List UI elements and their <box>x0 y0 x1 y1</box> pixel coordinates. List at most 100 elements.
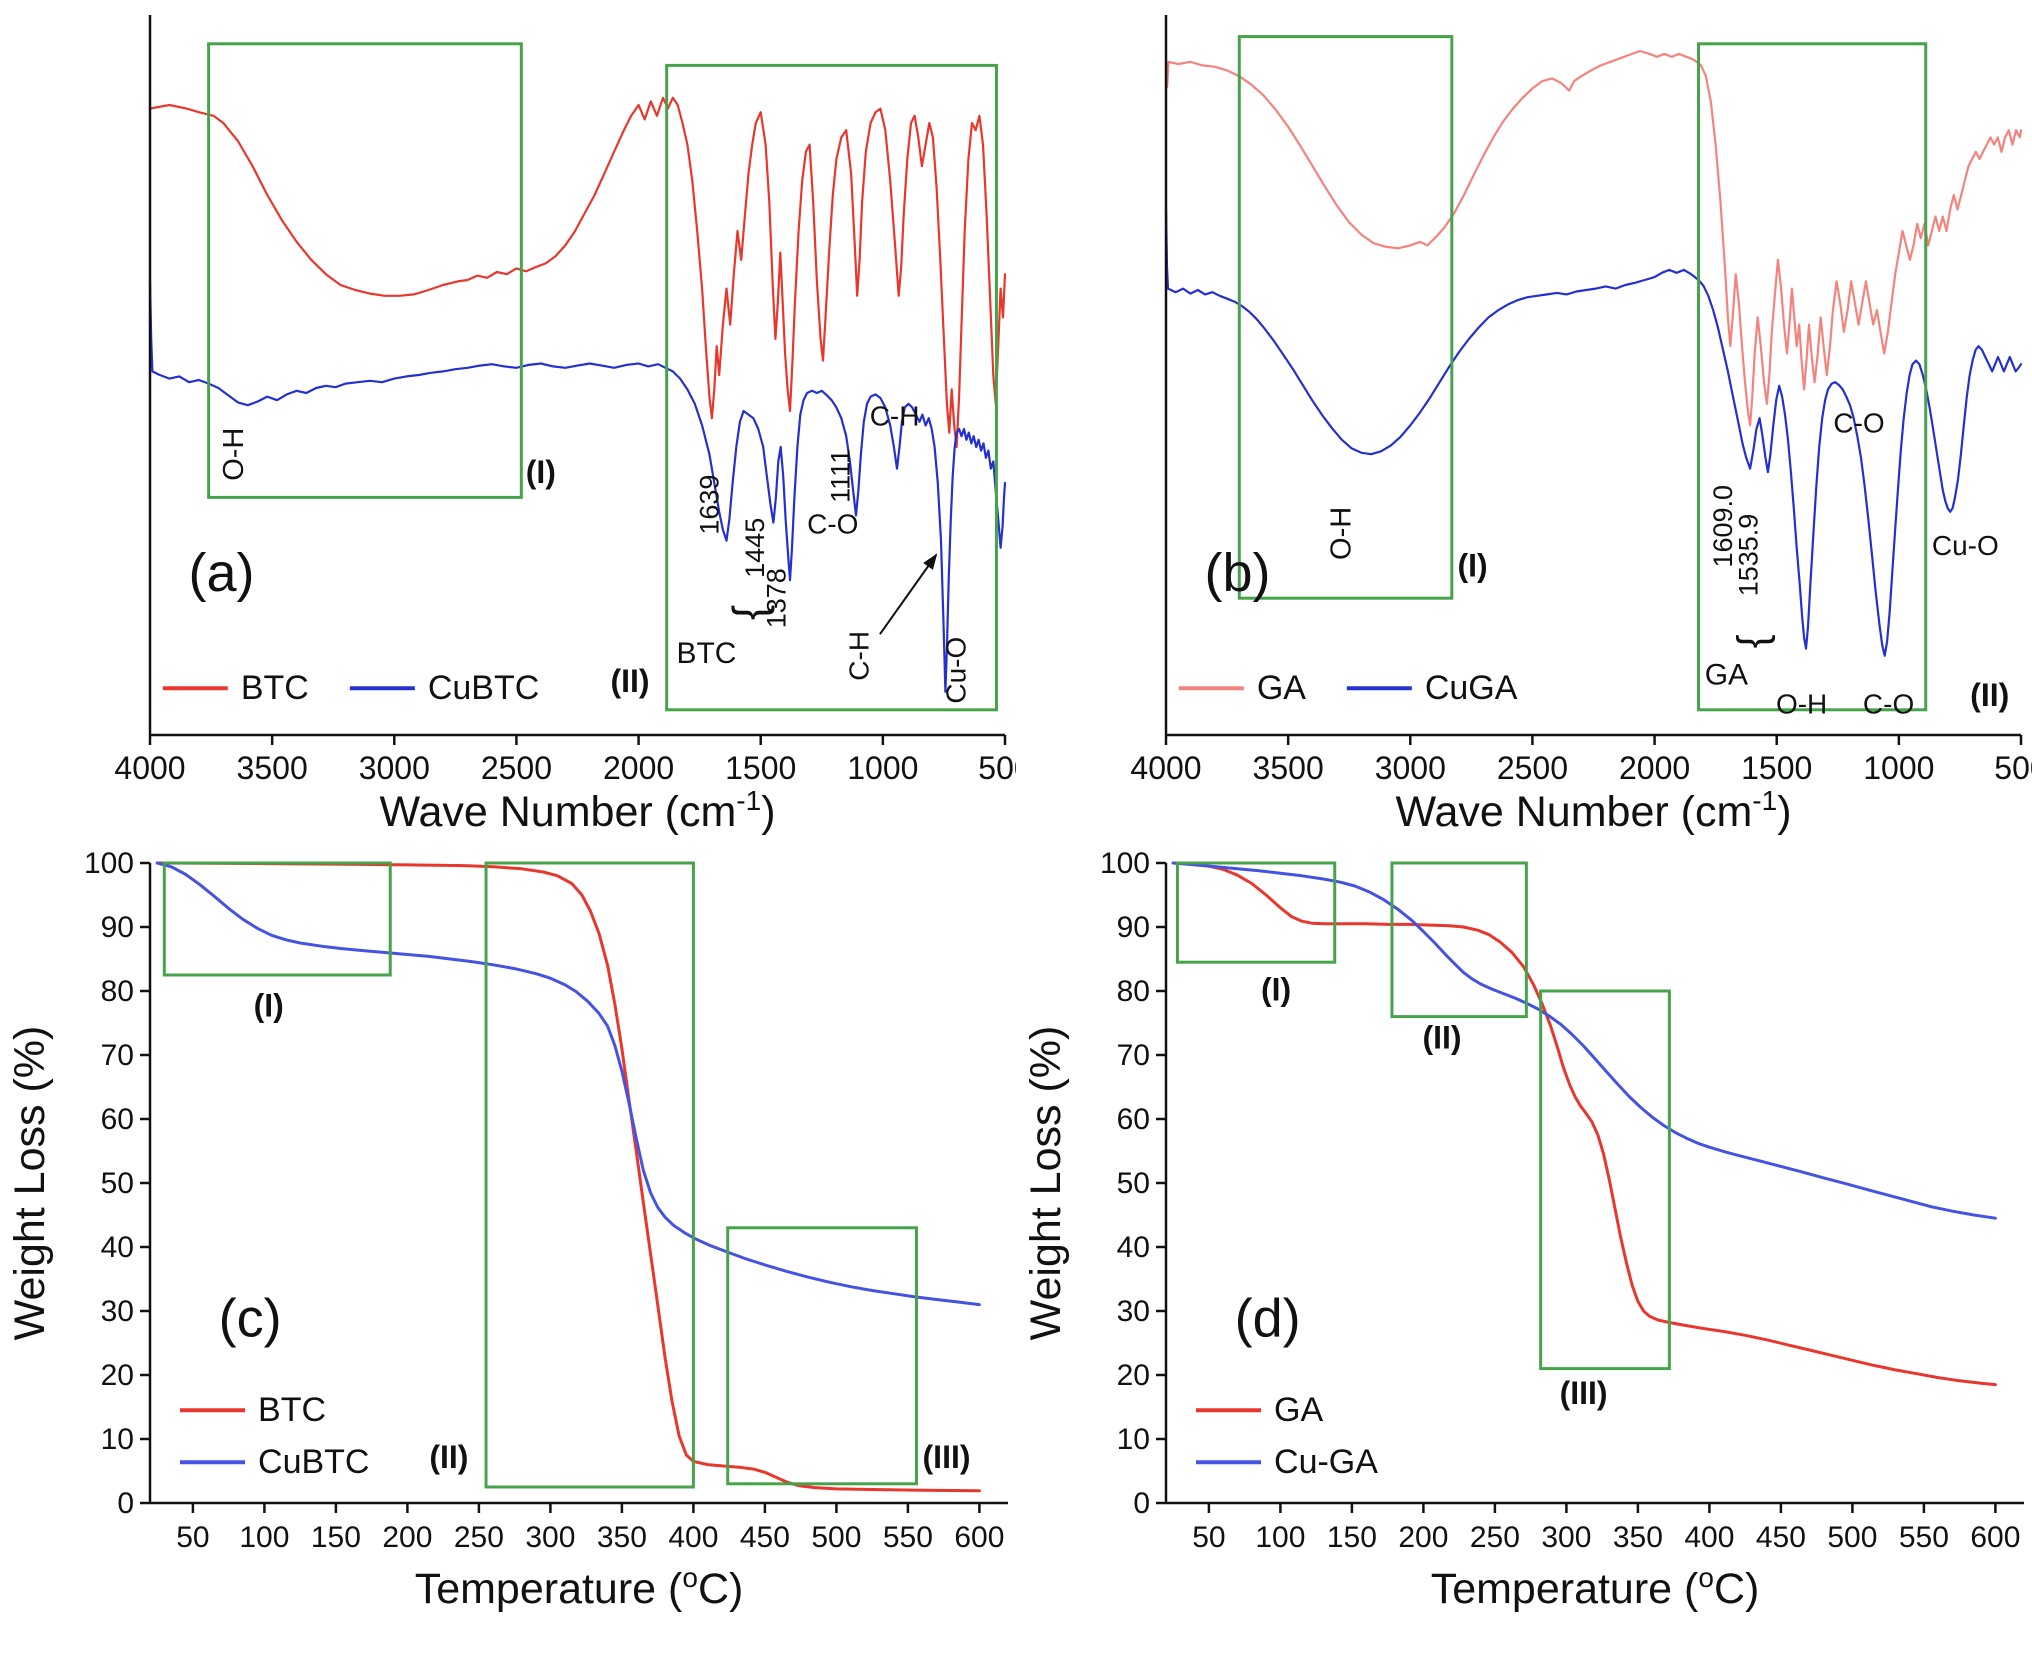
x-tick-label: 450 <box>1756 1521 1806 1554</box>
y-tick-label: 70 <box>1117 1039 1150 1072</box>
x-tick-label: 250 <box>454 1521 504 1554</box>
annotation-text: (I) <box>526 454 556 490</box>
x-tick-label: 3000 <box>1375 750 1446 786</box>
x-tick-label: 3500 <box>237 750 308 786</box>
x-tick-label: 600 <box>954 1521 1004 1554</box>
annotation-text: O-H <box>1776 688 1827 719</box>
panel-letter: (b) <box>1204 543 1270 603</box>
y-tick-label: 100 <box>84 847 134 880</box>
region-box <box>726 1226 918 1486</box>
x-tick-label: 1500 <box>1741 750 1812 786</box>
region-box <box>162 861 392 977</box>
panel-c: 50 100 150 200 250 300 350 400 450 500 550 600 0 10 20… <box>0 845 1016 1660</box>
panel-d-chart: 50 100 150 200 250 300 350 400 450 500 550 600 0 10 20… <box>1022 847 2024 1613</box>
panel-letter: (c) <box>219 1289 282 1349</box>
region-box <box>1539 989 1671 1371</box>
x-tick-label: 4000 <box>1130 750 1201 786</box>
panel-a-chart: 4000 3500 3000 2500 2000 1500 1000 500 O-H (I) 163… <box>114 15 1016 836</box>
y-tick-label: 40 <box>101 1231 134 1264</box>
y-tick-label: 20 <box>101 1359 134 1392</box>
x-axis-title: Temperature (oC) <box>1431 1562 1760 1613</box>
x-tick-label: 200 <box>382 1521 432 1554</box>
annotation-text: C-O <box>1833 408 1884 439</box>
panel-letter: (d) <box>1235 1289 1301 1349</box>
y-axis-title: Weight Loss (%) <box>6 1026 54 1341</box>
series-line-GA <box>1164 49 2023 427</box>
y-tick-label: 100 <box>1100 847 1150 880</box>
panel-letter: (a) <box>188 543 254 603</box>
annotation-text: 1639 <box>695 475 725 535</box>
annotation-text: C-O <box>1863 688 1914 719</box>
region-box <box>665 63 998 712</box>
y-tick-label: 10 <box>101 1423 134 1456</box>
series-line-GA <box>1171 861 1997 1387</box>
annotation-text: 1609.0 <box>1708 485 1738 568</box>
annotation-text: 1378 <box>762 568 792 628</box>
annotation-arrow <box>879 553 938 635</box>
region-box <box>207 42 523 499</box>
annotation-text: 1111 <box>825 449 855 503</box>
x-tick-label: 1000 <box>1863 750 1934 786</box>
legend-label: BTC <box>241 669 309 707</box>
x-tick-label: 1000 <box>847 750 918 786</box>
y-tick-label: 90 <box>101 911 134 944</box>
x-tick-label: 300 <box>1541 1521 1591 1554</box>
x-tick-label: 50 <box>176 1521 209 1554</box>
x-tick-label: 100 <box>1255 1521 1305 1554</box>
series-line-BTC <box>155 861 981 1493</box>
x-tick-label: 3000 <box>359 750 430 786</box>
annotation-text: C-H <box>870 400 920 431</box>
annotation-text: 1445 <box>740 518 770 578</box>
y-tick-label: 50 <box>1117 1167 1150 1200</box>
annotation-text: (I) <box>1457 548 1487 584</box>
x-tick-label: 250 <box>1470 1521 1520 1554</box>
annotation-text: (I) <box>254 988 284 1024</box>
y-tick-label: 10 <box>1117 1423 1150 1456</box>
x-tick-label: 300 <box>525 1521 575 1554</box>
legend-label: GA <box>1274 1391 1323 1429</box>
annotation-text: O-H <box>1325 507 1357 560</box>
x-tick-label: 4000 <box>114 750 185 786</box>
x-tick-label: 600 <box>1970 1521 2020 1554</box>
y-tick-label: 90 <box>1117 911 1150 944</box>
annotation-text: Cu-O <box>940 637 971 704</box>
x-tick-label: 450 <box>740 1521 790 1554</box>
x-tick-label: 500 <box>1827 1521 1877 1554</box>
y-tick-label: 60 <box>1117 1103 1150 1136</box>
series-line-CuBTC <box>148 280 1007 693</box>
x-axis-title: Wave Number (cm-1) <box>379 785 775 836</box>
region-box <box>1390 861 1528 1019</box>
x-tick-label: 200 <box>1398 1521 1448 1554</box>
x-tick-label: 350 <box>597 1521 647 1554</box>
y-tick-label: 30 <box>101 1295 134 1328</box>
y-tick-label: 60 <box>101 1103 134 1136</box>
annotation-text: GA <box>1705 659 1748 692</box>
panel-a: 4000 3500 3000 2500 2000 1500 1000 500 O-H (I) 163… <box>0 0 1016 845</box>
legend-label: CuBTC <box>428 669 539 707</box>
region-box <box>1237 35 1454 600</box>
annotation-text: C-O <box>807 508 858 539</box>
x-tick-label: 3500 <box>1253 750 1324 786</box>
x-tick-label: 2000 <box>603 750 674 786</box>
annotation-text: (II) <box>1970 677 2009 713</box>
x-tick-label: 550 <box>1899 1521 1949 1554</box>
x-axis-title: Temperature (oC) <box>415 1562 744 1613</box>
legend-label: CuGA <box>1425 669 1518 707</box>
y-tick-label: 0 <box>1133 1487 1150 1520</box>
annotation-text: (III) <box>1560 1375 1608 1411</box>
x-tick-label: 1500 <box>725 750 796 786</box>
y-tick-label: 70 <box>101 1039 134 1072</box>
region-box <box>1697 42 1928 712</box>
annotation-text: } <box>1735 634 1782 648</box>
x-tick-label: 500 <box>978 750 1016 786</box>
y-tick-label: 0 <box>117 1487 134 1520</box>
annotation-text: } <box>731 605 783 620</box>
annotation-text: 1535.9 <box>1734 514 1764 597</box>
panel-d: 50 100 150 200 250 300 350 400 450 500 550 600 0 10 20… <box>1016 845 2032 1660</box>
x-tick-label: 400 <box>668 1521 718 1554</box>
annotation-text: (II) <box>610 663 649 699</box>
y-tick-label: 50 <box>101 1167 134 1200</box>
legend-label: CuBTC <box>258 1443 369 1481</box>
legend-label: Cu-GA <box>1274 1443 1378 1481</box>
annotation-text: O-H <box>218 428 250 481</box>
